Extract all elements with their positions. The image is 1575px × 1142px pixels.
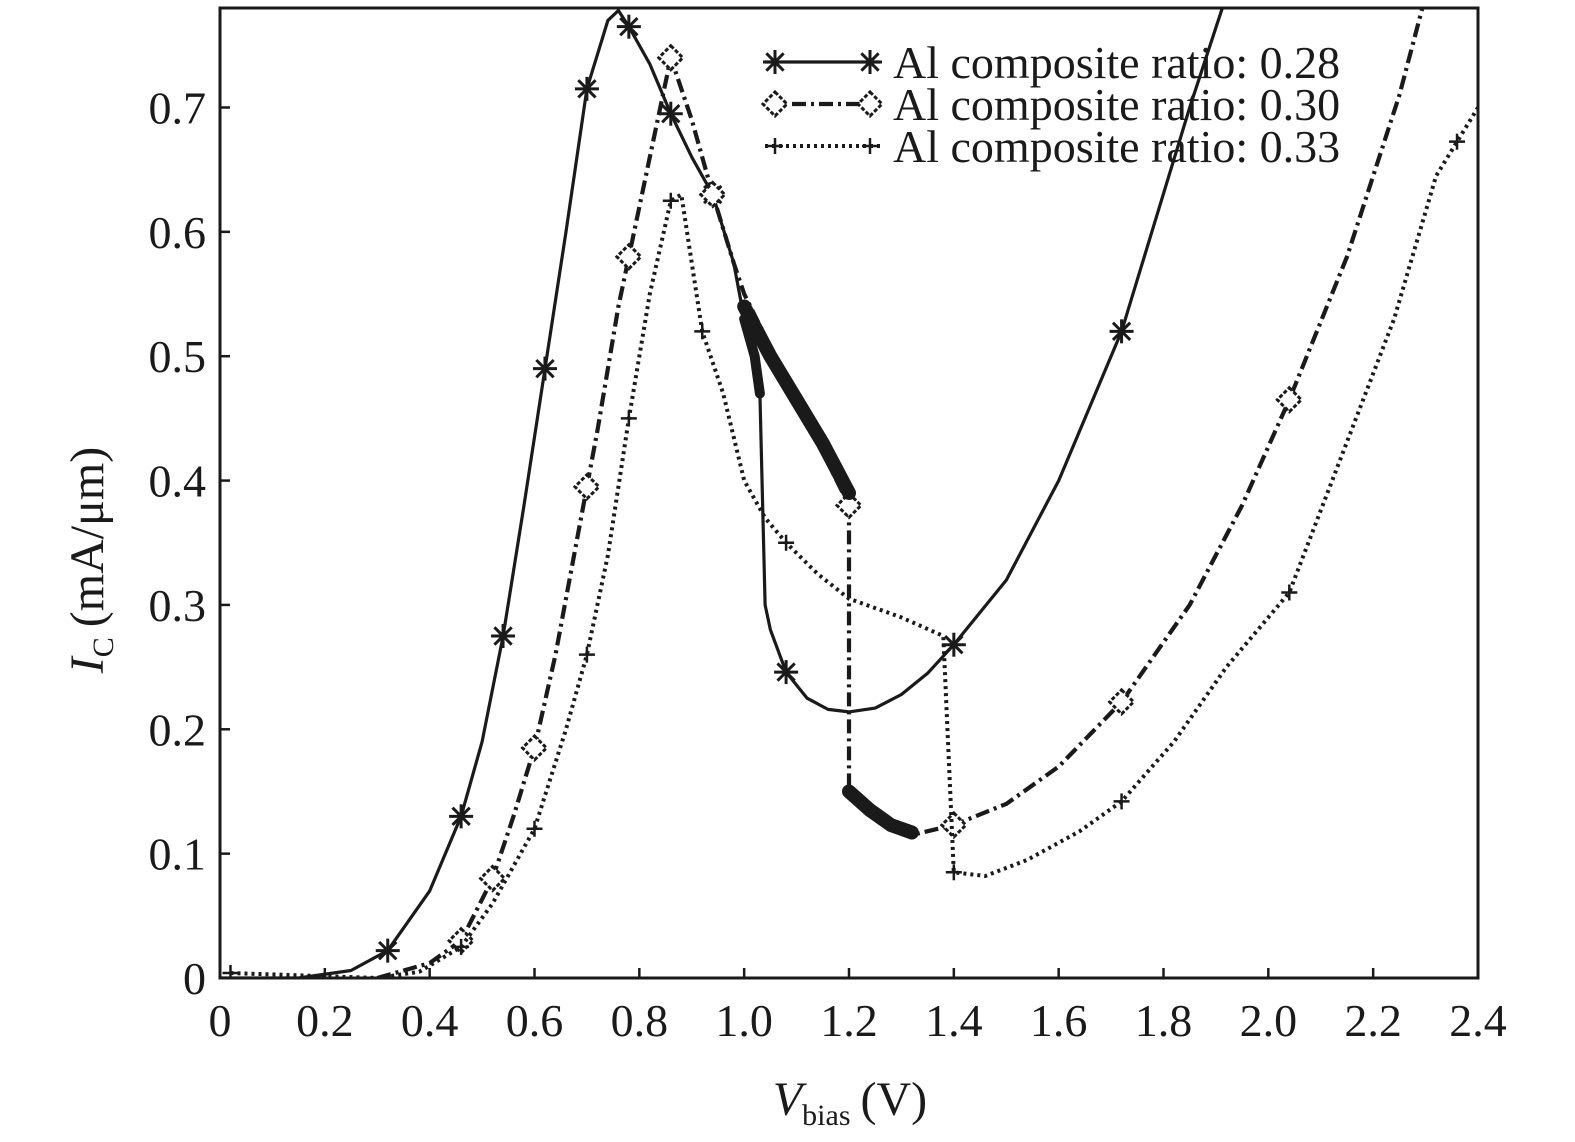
y-tick-label: 0.7	[149, 82, 207, 133]
x-tick-label: 0.2	[296, 995, 354, 1046]
legend-item-2: Al composite ratio: 0.33	[765, 121, 1340, 172]
data-point-marker	[1109, 319, 1134, 344]
x-tick-label: 1.2	[820, 995, 878, 1046]
y-tick-label: 0.2	[149, 704, 207, 755]
data-point-marker	[656, 43, 685, 72]
series-1	[376, 8, 1425, 978]
y-tick-label: 0.3	[149, 580, 207, 631]
y-axis-title-sub: C	[87, 637, 120, 657]
series-layer	[220, 8, 1478, 978]
data-point-marker	[662, 192, 679, 209]
data-point-marker	[778, 534, 795, 551]
legend-marker	[763, 50, 787, 74]
series-line	[230, 106, 1478, 978]
x-tick-label: 0.4	[401, 995, 459, 1046]
legend-item-1: Al composite ratio: 0.30	[760, 79, 1340, 130]
data-point-marker	[375, 938, 400, 963]
series-2	[222, 106, 1478, 978]
x-tick-label: 1.4	[925, 995, 983, 1046]
legend-marker	[767, 138, 783, 154]
data-point-marker	[572, 472, 602, 501]
legend: Al composite ratio: 0.28 Al composite ra…	[760, 37, 1340, 172]
data-point-marker	[574, 76, 599, 101]
series-line	[376, 8, 1425, 978]
data-point-marker	[774, 660, 799, 685]
y-tick-label: 0.1	[149, 829, 207, 880]
x-tick-label: 0	[209, 995, 232, 1046]
legend-marker	[858, 50, 882, 74]
x-tick-label: 1.6	[1030, 995, 1088, 1046]
data-point-marker	[945, 864, 962, 881]
y-axis-title-unit: (mA/μm)	[61, 447, 114, 627]
y-axis-title-main: I	[61, 655, 114, 674]
data-point-marker	[1281, 584, 1298, 601]
data-point-marker	[620, 410, 637, 427]
hysteresis-band	[842, 784, 919, 840]
x-tick-label: 0.8	[611, 995, 669, 1046]
legend-marker	[855, 89, 885, 119]
x-axis-title: Vbias (V)	[773, 1073, 927, 1132]
legend-swatch-marker	[763, 50, 787, 74]
legend-label: Al composite ratio: 0.33	[893, 121, 1340, 172]
hysteresis-band	[737, 299, 856, 500]
y-tick-label: 0.5	[149, 331, 207, 382]
y-tick-label: 0.4	[149, 456, 207, 507]
data-point-marker	[616, 14, 641, 39]
data-point-marker	[449, 804, 474, 829]
data-point-marker	[520, 733, 549, 763]
data-point-marker	[1449, 133, 1466, 150]
data-point-marker	[578, 646, 595, 663]
data-point-marker	[478, 864, 507, 893]
x-tick-label: 1.8	[1135, 995, 1193, 1046]
legend-label: Al composite ratio: 0.30	[893, 79, 1340, 130]
data-point-marker	[941, 632, 966, 657]
legend-item-0: Al composite ratio: 0.28	[763, 37, 1340, 88]
axis-ticks: 0 0.2 0.4 0.6 0.8 1.0 1.2 1.4 1.6 1.8 2.0 2.2 2.4 0 0.…	[149, 82, 1507, 1046]
y-tick-label: 0.6	[149, 207, 207, 258]
x-axis-title-main: V	[773, 1073, 807, 1126]
data-point-marker	[939, 810, 968, 840]
y-tick-label: 0	[183, 953, 206, 1004]
data-point-marker	[1107, 687, 1136, 717]
data-point-marker	[1275, 385, 1304, 414]
x-tick-label: 0.6	[506, 995, 564, 1046]
x-tick-label: 2.0	[1240, 995, 1298, 1046]
data-point-marker	[834, 491, 864, 520]
legend-marker	[862, 138, 878, 154]
data-point-marker	[453, 938, 470, 955]
legend-marker	[760, 89, 790, 119]
data-point-marker	[658, 101, 683, 126]
x-tick-label: 1.0	[715, 995, 773, 1046]
data-point-marker	[526, 820, 543, 837]
legend-swatch-marker	[858, 50, 882, 74]
x-axis-title-sub: bias	[802, 1099, 850, 1132]
data-point-marker	[1113, 793, 1130, 810]
x-tick-label: 2.2	[1344, 995, 1402, 1046]
legend-swatch-marker	[862, 138, 878, 154]
hysteresis-band	[739, 313, 765, 399]
data-point-marker	[532, 356, 557, 381]
x-tick-label: 2.4	[1449, 995, 1507, 1046]
x-axis-title-unit: (V)	[861, 1073, 928, 1126]
legend-swatch-marker	[855, 89, 885, 119]
data-point-marker	[614, 242, 643, 271]
legend-swatch-marker	[760, 89, 790, 119]
legend-swatch-marker	[767, 138, 783, 154]
data-point-marker	[222, 965, 239, 978]
data-point-marker	[491, 624, 516, 649]
y-axis-title: IC (mA/μm)	[61, 447, 120, 674]
data-point-marker	[694, 323, 711, 340]
legend-label: Al composite ratio: 0.28	[893, 37, 1340, 88]
data-point-marker	[698, 180, 727, 209]
